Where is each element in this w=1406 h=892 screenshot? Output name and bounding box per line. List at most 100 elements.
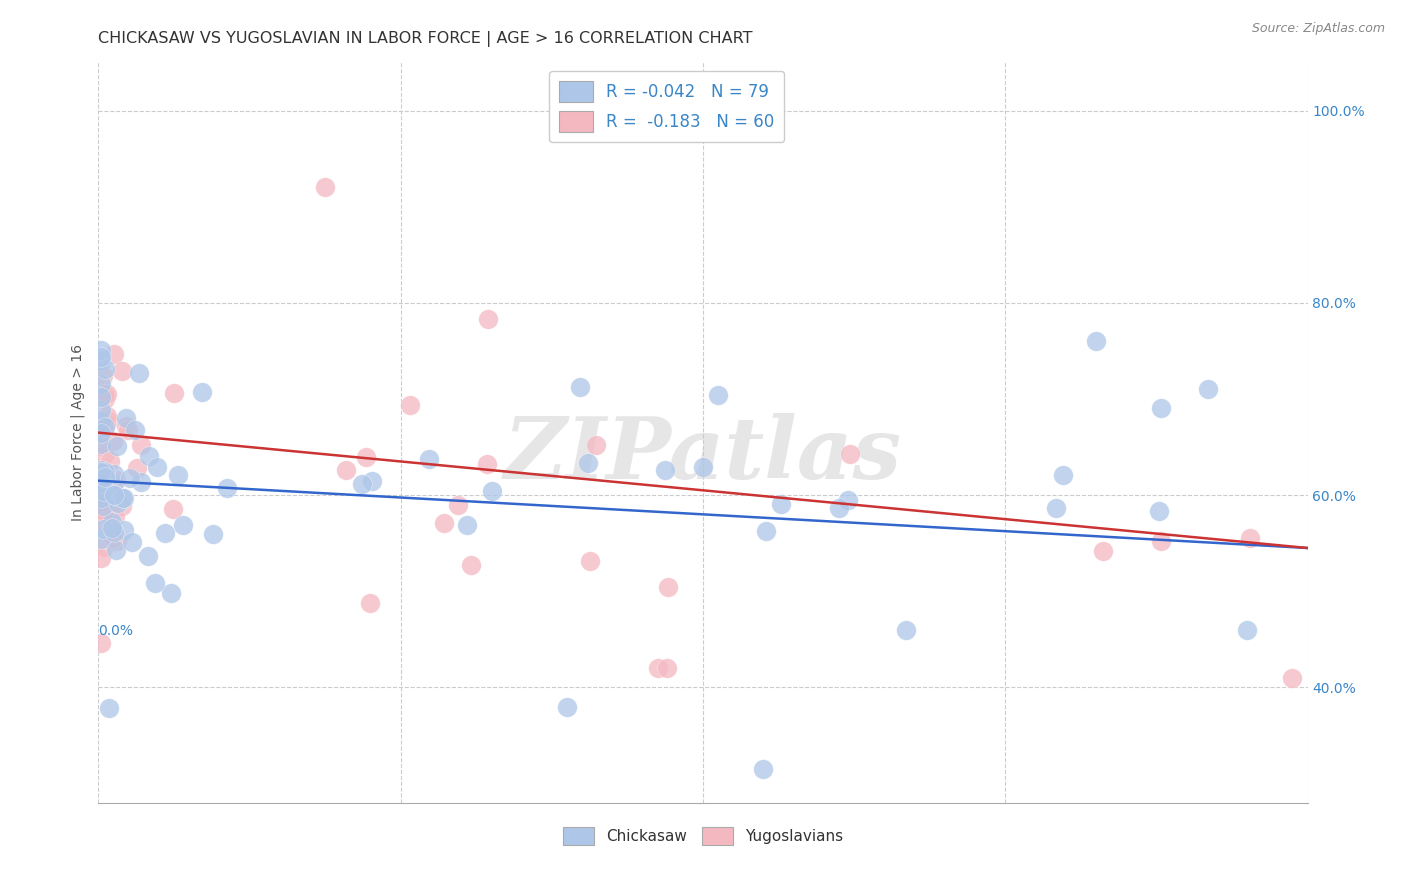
Point [90,424,112,438]
Point [90,403,112,417]
Point [769,498,792,512]
Point [93,503,115,517]
Point [101,434,124,448]
Point [101,521,124,535]
Point [103,346,125,360]
Point [98,701,121,715]
Point [217,481,239,495]
Point [172,517,194,532]
Point [90,471,112,485]
Text: CHICKASAW VS YUGOSLAVIAN IN LABOR FORCE | AGE > 16 CORRELATION CHART: CHICKASAW VS YUGOSLAVIAN IN LABOR FORCE … [98,31,754,47]
Point [354,450,377,465]
Text: ZIPatlas: ZIPatlas [503,413,903,497]
Point [90,463,112,477]
Point [657,581,679,595]
Point [481,483,503,498]
Point [160,586,183,600]
Point [120,471,142,485]
Point [103,524,125,539]
Point [103,476,125,491]
Point [94,469,117,483]
Point [93,540,115,554]
Point [350,477,373,491]
Point [447,498,470,512]
Point [90,516,112,531]
Point [94,465,117,479]
Point [136,549,159,563]
Point [101,531,124,545]
Point [433,516,456,530]
Legend: Chickasaw, Yugoslavians: Chickasaw, Yugoslavians [557,821,849,851]
Point [146,460,169,475]
Point [1092,544,1115,558]
Point [94,420,117,434]
Point [90,439,112,453]
Point [111,364,134,378]
Point [555,699,578,714]
Point [93,392,115,406]
Point [90,550,112,565]
Point [1085,334,1108,349]
Y-axis label: In Labor Force | Age > 16: In Labor Force | Age > 16 [70,344,86,521]
Point [335,463,357,477]
Point [360,474,382,488]
Point [90,391,112,405]
Point [163,386,186,401]
Point [115,418,138,433]
Point [94,416,117,430]
Point [90,635,112,649]
Point [692,460,714,475]
Point [153,526,176,541]
Point [456,518,478,533]
Point [90,486,112,500]
Point [93,420,115,434]
Point [91,523,114,537]
Point [460,558,482,572]
Point [1045,500,1067,515]
Point [894,623,917,637]
Point [124,423,146,437]
Point [90,437,112,451]
Point [828,501,851,516]
Point [90,493,112,508]
Point [90,468,112,483]
Point [755,524,778,538]
Point [94,466,117,480]
Point [112,523,135,537]
Point [91,419,114,434]
Point [91,499,114,513]
Point [111,499,134,513]
Point [90,504,112,518]
Point [167,468,190,483]
Point [128,366,150,380]
Point [138,449,160,463]
Point [90,532,112,546]
Point [90,425,112,440]
Point [90,475,112,490]
Point [90,350,112,364]
Point [418,452,440,467]
Point [97,414,120,428]
Point [103,488,125,502]
Point [90,414,112,428]
Point [1052,467,1074,482]
Point [91,368,114,383]
Point [121,534,143,549]
Point [105,542,128,557]
Point [107,495,129,509]
Point [112,491,135,505]
Point [90,476,112,491]
Point [579,554,602,568]
Point [143,575,166,590]
Point [103,467,125,482]
Point [477,312,499,326]
Point [90,478,112,492]
Text: 0.0%: 0.0% [98,624,134,638]
Point [117,423,139,437]
Point [1147,504,1170,518]
Point [314,180,336,194]
Point [125,461,148,475]
Point [105,439,128,453]
Point [94,362,117,376]
Point [399,398,422,412]
